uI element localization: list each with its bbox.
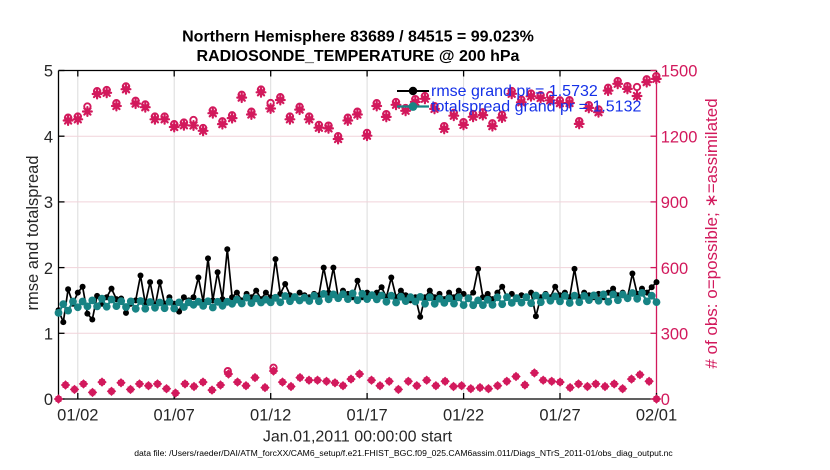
svg-text:01/22: 01/22 <box>443 406 484 424</box>
svg-text:Northern Hemisphere 83689 / 84: Northern Hemisphere 83689 / 84515 = 99.0… <box>182 28 534 45</box>
svg-text:totalspread grand pr = 1.5132: totalspread grand pr = 1.5132 <box>431 99 641 116</box>
svg-text:900: 900 <box>661 194 689 212</box>
svg-text:4: 4 <box>44 128 53 146</box>
svg-text:Jan.01,2011 00:00:00 start: Jan.01,2011 00:00:00 start <box>263 429 453 446</box>
svg-text:01/17: 01/17 <box>346 406 387 424</box>
svg-text:data file: /Users/raeder/DAI/A: data file: /Users/raeder/DAI/ATM_forcXX/… <box>134 448 673 458</box>
svg-text:01/27: 01/27 <box>539 406 580 424</box>
svg-text:# of obs: o=possible; ∗=assimi: # of obs: o=possible; ∗=assimilated <box>702 98 721 368</box>
svg-text:01/12: 01/12 <box>250 406 291 424</box>
svg-text:rmse grand pr = 1.5732: rmse grand pr = 1.5732 <box>431 83 598 100</box>
svg-text:2: 2 <box>44 260 53 278</box>
svg-text:5: 5 <box>44 63 53 81</box>
svg-text:1: 1 <box>44 326 53 344</box>
svg-text:02/01: 02/01 <box>636 406 677 424</box>
svg-text:rmse and totalspread: rmse and totalspread <box>24 155 42 310</box>
svg-text:300: 300 <box>661 326 689 344</box>
svg-text:01/02: 01/02 <box>57 406 98 424</box>
svg-text:01/07: 01/07 <box>154 406 195 424</box>
svg-text:RADIOSONDE_TEMPERATURE @ 200 h: RADIOSONDE_TEMPERATURE @ 200 hPa <box>197 48 520 65</box>
svg-text:0: 0 <box>661 391 670 409</box>
svg-text:1500: 1500 <box>661 63 698 81</box>
svg-text:3: 3 <box>44 194 53 212</box>
svg-text:600: 600 <box>661 260 689 278</box>
svg-text:1200: 1200 <box>661 128 698 146</box>
svg-text:0: 0 <box>44 391 53 409</box>
